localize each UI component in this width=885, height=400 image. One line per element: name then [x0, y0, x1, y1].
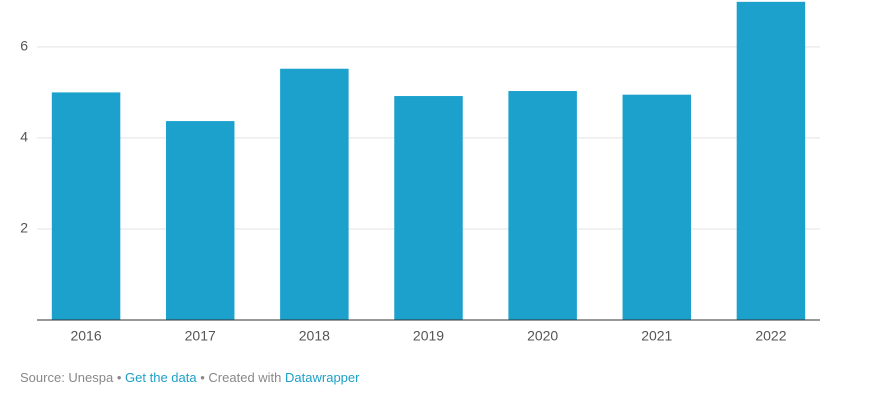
x-tick-label: 2022 — [755, 328, 786, 344]
footer: Source: Unespa • Get the data • Created … — [20, 370, 359, 385]
bar — [51, 92, 121, 320]
x-tick-label: 2019 — [413, 328, 444, 344]
y-tick-label: 2 — [20, 220, 28, 236]
y-tick-label: 6 — [20, 38, 28, 54]
created-with: Created with — [208, 370, 282, 385]
separator: • — [200, 370, 205, 385]
chart: 2 4 6 2016 2017 2018 2019 2020 2021 2022 — [20, 1, 820, 344]
x-tick-label: 2017 — [185, 328, 216, 344]
x-tick-label: 2018 — [299, 328, 330, 344]
x-tick-label: 2020 — [527, 328, 558, 344]
get-data-link[interactable]: Get the data — [125, 370, 197, 385]
tool-link[interactable]: Datawrapper — [285, 370, 360, 385]
x-tick-label: 2021 — [641, 328, 672, 344]
bar — [394, 96, 463, 320]
bar — [736, 1, 806, 320]
y-tick-label: 4 — [20, 129, 28, 145]
bar — [165, 121, 235, 320]
bar — [508, 91, 577, 320]
bar — [622, 94, 692, 320]
bar — [280, 68, 349, 320]
separator: • — [116, 370, 122, 385]
source: Source: Unespa — [20, 370, 114, 385]
x-tick-label: 2016 — [70, 328, 101, 344]
